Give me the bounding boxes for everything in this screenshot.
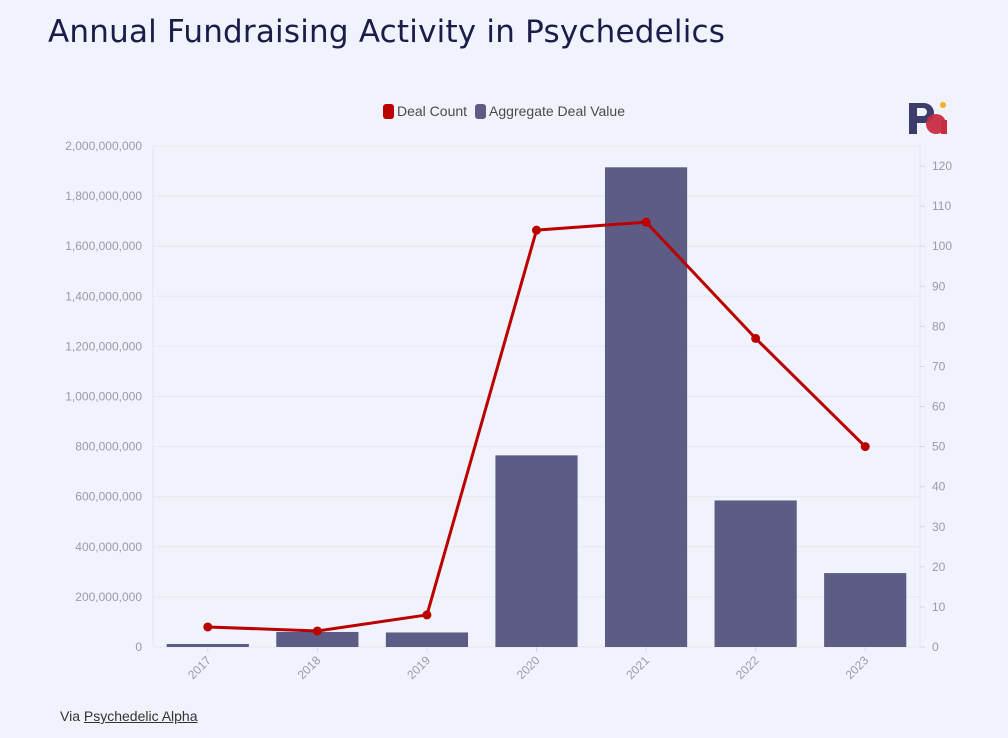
y-left-tick-label: 0 (135, 640, 142, 654)
deal-count-point (751, 333, 761, 343)
x-tick-label: 2017 (185, 653, 214, 682)
deal-count-point (422, 610, 432, 620)
legend-label-deal-count: Deal Count (397, 103, 468, 119)
y-right-tick-label: 90 (932, 279, 946, 293)
bar (276, 631, 359, 647)
y-right-tick-label: 120 (932, 159, 952, 173)
x-tick-label: 2023 (843, 653, 872, 682)
source-link[interactable]: Psychedelic Alpha (83, 708, 198, 724)
y-right-tick-label: 60 (932, 400, 946, 414)
x-tick-label: 2018 (295, 653, 324, 682)
deal-count-point (532, 225, 541, 235)
y-right-tick-label: 20 (932, 560, 946, 574)
x-tick-label: 2020 (514, 653, 543, 682)
y-left-tick-label: 400,000,000 (75, 540, 142, 554)
deal-count-point (203, 622, 213, 632)
y-left-tick-label: 200,000,000 (75, 590, 142, 604)
y-left-tick-label: 800,000,000 (75, 440, 142, 454)
bar (714, 500, 797, 647)
y-right-tick-label: 100 (932, 239, 952, 253)
y-left-tick-label: 2,000,000,000 (65, 139, 142, 153)
y-right-tick-label: 40 (932, 480, 946, 494)
y-left-tick-label: 1,400,000,000 (65, 289, 142, 303)
psychedelic-alpha-logo (909, 102, 947, 134)
bar (495, 455, 578, 647)
legend-swatch-deal-count (383, 103, 394, 119)
x-axis: 2017 2018 2019 2020 2021 2022 2023 (185, 647, 872, 682)
deal-count-point (312, 626, 322, 636)
y-right-tick-label: 80 (932, 319, 946, 333)
y-left-tick-label: 600,000,000 (75, 490, 142, 504)
legend-swatch-aggregate-deal-value (475, 103, 487, 119)
y-axis-right: 0 10 20 30 40 50 60 70 80 90 100 110 120 (920, 159, 952, 654)
y-left-tick-label: 1,000,000,000 (65, 390, 142, 404)
legend-item-deal-count[interactable]: Deal Count (383, 103, 467, 119)
bar (604, 167, 688, 648)
x-tick-label: 2021 (623, 653, 652, 682)
y-right-tick-label: 0 (932, 640, 939, 654)
y-right-tick-label: 50 (932, 440, 946, 454)
source-prefix: Via (60, 708, 80, 724)
y-left-tick-label: 1,600,000,000 (65, 239, 142, 253)
bar-series-aggregate-deal-value (166, 167, 907, 648)
y-axis-left: 0 200,000,000 400,000,000 600,000,000 800,00… (65, 139, 142, 654)
legend-label-aggregate-deal-value: Aggregate Deal Value (489, 103, 625, 119)
bar (824, 573, 907, 647)
y-right-tick-label: 110 (932, 199, 951, 213)
y-right-tick-label: 10 (932, 600, 946, 614)
x-tick-label: 2022 (733, 653, 762, 682)
chart-title: Annual Fundraising Activity in Psychedel… (48, 14, 726, 50)
y-right-tick-label: 30 (932, 520, 946, 534)
deal-count-point (860, 442, 870, 452)
y-right-tick-label: 70 (932, 359, 946, 373)
legend: Deal Count Aggregate Deal Value (0, 103, 1008, 119)
deal-count-point (641, 217, 651, 227)
y-left-tick-label: 1,800,000,000 (65, 189, 142, 203)
bar (166, 643, 249, 647)
source-credit: Via Psychedelic Alpha (60, 708, 198, 724)
legend-item-aggregate-deal-value[interactable]: Aggregate Deal Value (475, 103, 625, 119)
line-series-deal-count (203, 217, 870, 636)
bar (385, 632, 469, 647)
y-left-tick-label: 1,200,000,000 (65, 339, 142, 353)
x-tick-label: 2019 (404, 653, 433, 682)
